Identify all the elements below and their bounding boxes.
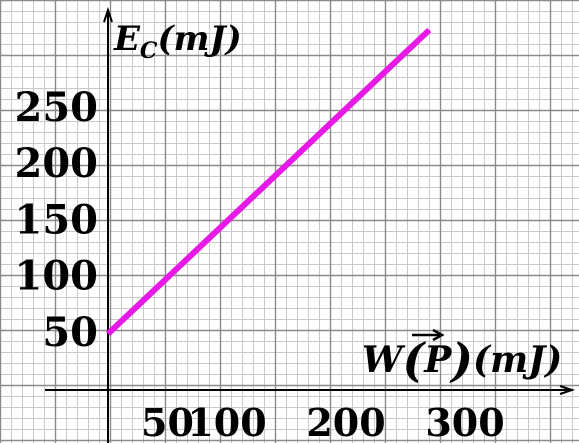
x-tick-label: 200 — [306, 400, 385, 443]
x-axis-label: W(P)(mJ) — [362, 333, 562, 387]
axes — [45, 6, 576, 443]
y-axis-label: EC(mJ) — [113, 19, 242, 64]
y-axis-arrow — [103, 6, 113, 23]
y-tick-label: 100 — [15, 253, 99, 300]
y-tick-label: 200 — [15, 140, 99, 187]
y-tick-label: 50 — [42, 309, 98, 356]
x-tick-label: 300 — [425, 400, 504, 443]
x-tick-label: 100 — [187, 400, 266, 443]
axis-labels: EC(mJ) W(P)(mJ) — [113, 19, 562, 387]
y-tick-label: 250 — [15, 84, 99, 131]
vector-arrow-head — [432, 328, 445, 342]
x-tick-label: 50 — [141, 400, 194, 443]
y-tick-label: 150 — [15, 196, 99, 243]
series-line — [105, 27, 432, 336]
x-axis-arrow — [559, 385, 576, 395]
series-layer — [105, 27, 432, 336]
